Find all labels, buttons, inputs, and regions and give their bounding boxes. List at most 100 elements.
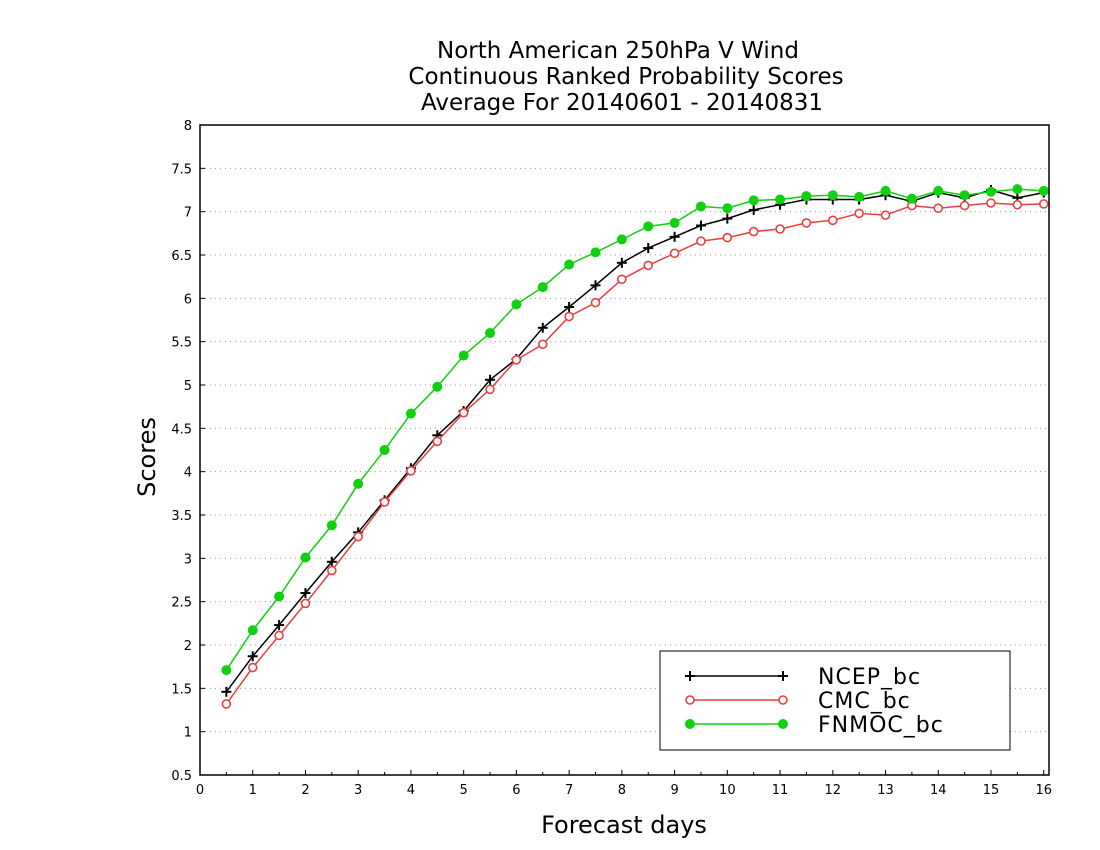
data-point xyxy=(221,686,232,697)
data-point xyxy=(458,350,469,361)
y-tick-label: 3 xyxy=(184,552,192,567)
data-point xyxy=(722,203,733,214)
x-tick-label: 6 xyxy=(512,783,520,798)
data-point xyxy=(775,194,786,205)
x-tick-label: 13 xyxy=(877,783,894,798)
series-line xyxy=(225,202,1044,705)
y-tick-label: 7.5 xyxy=(171,162,192,177)
data-point xyxy=(590,247,601,258)
data-point xyxy=(485,374,496,385)
data-point xyxy=(1038,185,1049,196)
x-tick-label: 7 xyxy=(565,783,573,798)
data-point xyxy=(458,407,469,418)
data-point xyxy=(985,186,996,197)
x-tick-label: 4 xyxy=(407,783,415,798)
data-point xyxy=(616,257,627,268)
data-point xyxy=(511,355,522,365)
data-point xyxy=(247,662,258,673)
x-tick-label: 1 xyxy=(249,783,257,798)
data-point xyxy=(827,190,838,201)
y-tick-label: 7 xyxy=(184,206,192,221)
data-point xyxy=(906,193,917,204)
data-point xyxy=(669,248,680,259)
data-point xyxy=(326,520,337,531)
data-point xyxy=(537,339,548,350)
data-point xyxy=(1012,184,1023,195)
data-point xyxy=(959,200,970,211)
data-point xyxy=(854,191,865,202)
y-tick-label: 4.5 xyxy=(171,422,192,437)
data-point xyxy=(590,297,601,308)
data-point xyxy=(353,478,364,489)
x-tick-label: 0 xyxy=(196,783,204,798)
legend-marker xyxy=(685,719,695,729)
data-point xyxy=(274,620,285,631)
x-tick-label: 12 xyxy=(825,783,842,798)
legend-marker xyxy=(685,695,695,705)
data-point xyxy=(1038,199,1049,209)
y-tick-label: 1.5 xyxy=(171,682,192,697)
data-point xyxy=(959,190,970,201)
x-tick-label: 15 xyxy=(983,783,1000,798)
y-tick-label: 3.5 xyxy=(171,509,192,524)
data-point xyxy=(327,565,337,576)
x-tick-label: 2 xyxy=(301,783,309,798)
x-axis: 0 1 2 3 4 5 6 7 8 9 10 11 12 13 14 15 16 xyxy=(196,770,1052,798)
legend-entry-fnmoc-bc: FNMOC_bc xyxy=(685,713,943,738)
data-point xyxy=(300,552,311,563)
x-tick-label: 11 xyxy=(772,783,789,798)
data-point xyxy=(827,215,838,226)
data-point xyxy=(300,588,311,598)
data-point xyxy=(933,185,944,196)
series-fnmoc-bc xyxy=(221,184,1049,676)
x-tick-label: 9 xyxy=(670,783,678,798)
y-tick-label: 0.5 xyxy=(171,769,192,784)
data-point xyxy=(221,665,232,676)
data-point xyxy=(221,699,232,709)
data-point xyxy=(986,198,996,208)
x-tick-label: 3 xyxy=(354,783,362,798)
x-tick-label: 10 xyxy=(719,783,736,798)
x-axis-label: Forecast days xyxy=(541,811,707,839)
legend-marker xyxy=(685,671,695,681)
data-point xyxy=(617,274,627,285)
y-tick-label: 4 xyxy=(184,466,192,481)
chart-title-line-2: Continuous Ranked Probability Scores xyxy=(408,64,843,90)
data-point xyxy=(775,224,785,234)
legend-marker xyxy=(778,695,788,705)
data-point xyxy=(564,302,575,312)
x-tick-label: 5 xyxy=(460,783,468,798)
x-tick-label: 8 xyxy=(618,783,626,798)
data-point xyxy=(801,191,812,202)
data-point xyxy=(274,630,284,641)
series-line xyxy=(225,188,1044,671)
plot-frame xyxy=(199,124,1050,776)
data-point xyxy=(300,598,311,609)
y-tick-label: 5 xyxy=(184,379,192,394)
data-point xyxy=(406,465,416,476)
legend-marker xyxy=(778,671,788,681)
y-tick-label: 2.5 xyxy=(171,596,192,611)
legend-label: CMC_bc xyxy=(818,689,911,714)
series-ncep-bc xyxy=(221,185,1049,697)
y-tick-label: 2 xyxy=(184,639,192,654)
data-point xyxy=(564,311,574,322)
data-point xyxy=(432,436,443,447)
data-point xyxy=(643,260,654,271)
data-point xyxy=(669,231,680,242)
y-tick-label: 5.5 xyxy=(171,336,192,351)
series-line xyxy=(225,189,1044,693)
data-point xyxy=(696,236,706,246)
data-point xyxy=(669,217,680,228)
x-tick-label: 14 xyxy=(930,783,947,798)
chart-title-line-3: Average For 20140601 - 20140831 xyxy=(421,90,823,116)
data-point xyxy=(880,210,891,220)
data-point xyxy=(801,218,812,228)
y-tick-label: 6 xyxy=(184,292,192,307)
data-point xyxy=(722,213,733,224)
data-point xyxy=(379,497,390,507)
data-point xyxy=(854,208,864,219)
data-point xyxy=(485,328,496,338)
